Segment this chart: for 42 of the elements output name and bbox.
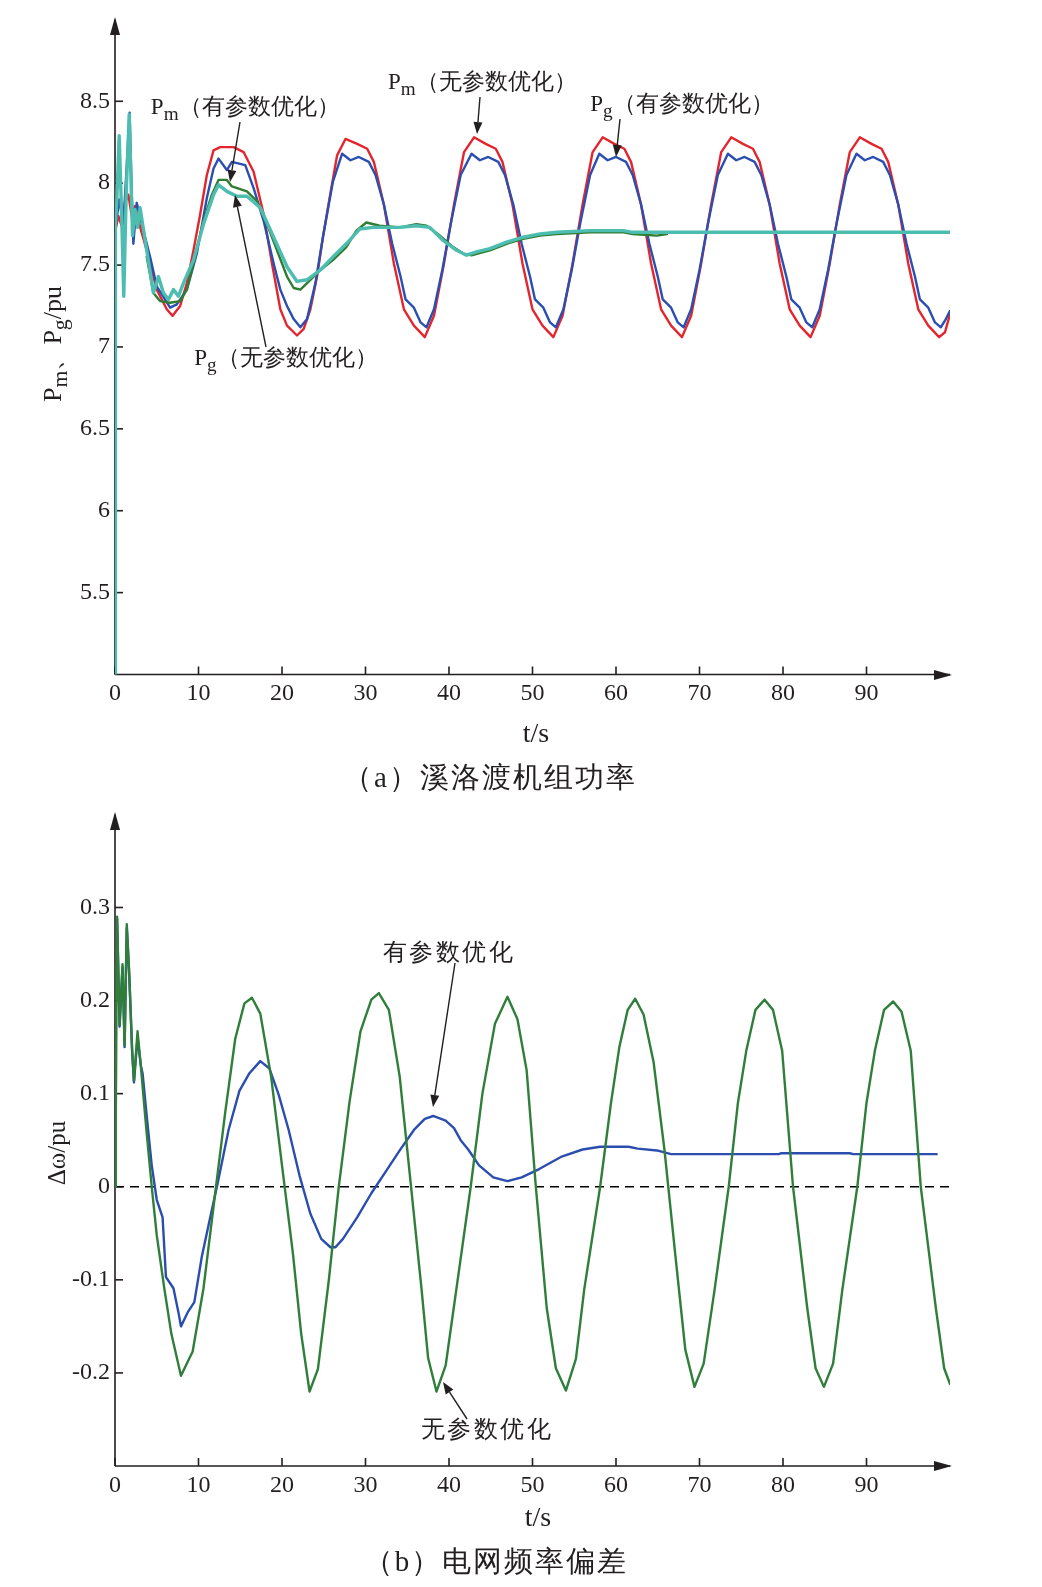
x-tick-label: 40: [437, 679, 461, 706]
x-tick-label: 30: [353, 679, 378, 706]
x-tick-label: 60: [604, 1470, 628, 1497]
y-tick-label: 8: [98, 168, 110, 195]
y-tick-label: 6: [98, 496, 110, 523]
x-axis-title: t/s: [524, 1501, 552, 1532]
annotation: 无参数优化: [420, 1416, 554, 1443]
annotation: P$_{g}$（无参数优化）: [194, 345, 378, 375]
x-tick-label: 60: [604, 679, 628, 706]
y-tick-label: 0: [98, 1172, 110, 1199]
x-tick-label: 50: [520, 679, 545, 706]
y-axis-title: Δω/pu: [42, 1120, 70, 1186]
y-tick-label: 0.1: [80, 1078, 110, 1105]
x-tick-label: 70: [687, 679, 712, 706]
text: （b）电网频率偏差: [363, 1544, 629, 1577]
y-tick-label: -0.2: [72, 1358, 110, 1385]
x-tick-label: 40: [437, 1470, 461, 1497]
y-tick-label: 7: [98, 332, 110, 359]
x-tick-label: 80: [771, 679, 795, 706]
x-axis-title: t/s: [522, 717, 550, 748]
x-tick-label: 10: [186, 679, 211, 706]
y-tick-label: -0.1: [72, 1265, 110, 1292]
text: （a）溪洛渡机组功率: [343, 760, 637, 793]
annotation: 有参数优化: [382, 939, 516, 965]
x-tick-label: 20: [270, 1470, 294, 1497]
x-tick-label: 20: [270, 679, 294, 706]
annotation: P$_{g}$（有参数优化）: [590, 91, 774, 121]
y-tick-label: 0.2: [80, 985, 110, 1012]
x-tick-label: 90: [854, 679, 879, 706]
y-tick-label: 8.5: [80, 86, 110, 113]
y-tick-label: 7.5: [80, 250, 110, 277]
x-tick-label: 80: [771, 1470, 795, 1497]
x-tick-label: 50: [520, 1470, 545, 1497]
annotation: P$_{m}$（有参数优化）: [150, 93, 340, 124]
y-tick-label: 6.5: [80, 414, 110, 441]
x-tick-label: 10: [186, 1470, 211, 1497]
x-tick-label: 90: [854, 1470, 879, 1497]
x-tick-label: 30: [353, 1470, 378, 1497]
y-tick-label: 5.5: [80, 577, 110, 604]
y-tick-label: 0.3: [80, 892, 110, 919]
annotation: P$_{m}$（无参数优化）: [388, 69, 577, 99]
x-tick-label: 70: [687, 1470, 712, 1497]
